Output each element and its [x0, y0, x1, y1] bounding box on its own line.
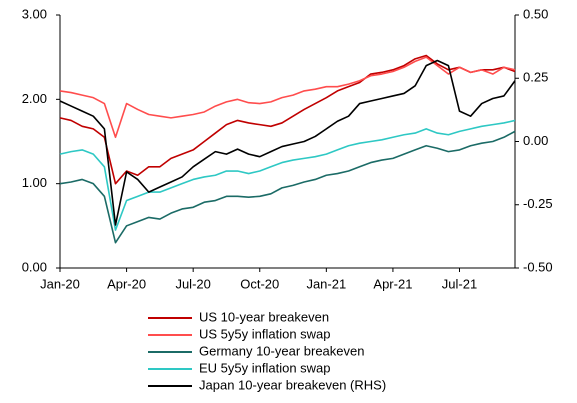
x-tick-label: Jan-20 — [40, 276, 80, 291]
legend-label: EU 5y5y inflation swap — [199, 360, 331, 375]
y-tick-label: 1.00 — [22, 175, 47, 190]
y-tick-label: 0.00 — [22, 259, 47, 274]
x-tick-label: Apr-20 — [107, 276, 146, 291]
legend-label: Germany 10-year breakeven — [199, 343, 364, 358]
y2-tick-label: 0.50 — [523, 6, 548, 21]
x-tick-label: Jan-21 — [306, 276, 346, 291]
legend-label: US 5y5y inflation swap — [199, 326, 331, 341]
y2-tick-label: 0.00 — [523, 133, 548, 148]
x-tick-label: Apr-21 — [373, 276, 412, 291]
x-tick-label: Jul-20 — [175, 276, 210, 291]
series-line — [59, 130, 516, 244]
x-tick-label: Oct-20 — [240, 276, 279, 291]
series-line — [59, 56, 516, 139]
y-tick-label: 2.00 — [22, 91, 47, 106]
series-line — [59, 59, 516, 226]
y2-tick-label: -0.50 — [523, 259, 553, 274]
y2-tick-label: 0.25 — [523, 70, 548, 85]
series-line — [59, 54, 516, 185]
y2-tick-label: -0.25 — [523, 196, 553, 211]
series-line — [59, 119, 516, 231]
legend-label: US 10-year breakeven — [199, 309, 329, 324]
x-tick-label: Jul-21 — [442, 276, 477, 291]
y-tick-label: 3.00 — [22, 6, 47, 21]
legend-label: Japan 10-year breakeven (RHS) — [199, 377, 386, 392]
